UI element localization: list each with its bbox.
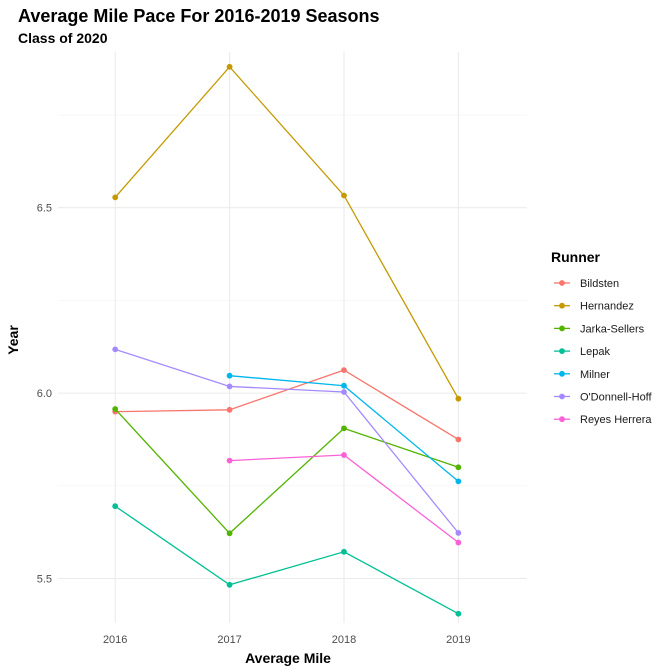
x-tick-label: 2019: [446, 634, 470, 646]
data-point: [341, 425, 347, 432]
legend-label: Jarka-Sellers: [580, 323, 645, 335]
legend: Runner Bildsten Hernandez Jarka-Sellers Lep…: [551, 249, 653, 426]
data-point: [455, 610, 462, 617]
series-line: [114, 65, 459, 399]
data-point: [226, 457, 233, 464]
data-point: [341, 192, 347, 199]
data-point: [226, 372, 233, 379]
data-point: [112, 194, 119, 201]
legend-label: Lepak: [580, 346, 610, 358]
legend-key-point: [559, 393, 565, 400]
legend-key-point: [559, 370, 565, 377]
data-point: [112, 503, 119, 510]
legend-label: Reyes Herrera: [580, 414, 652, 426]
data-point: [455, 464, 462, 471]
series-line: [114, 408, 459, 535]
legend-label: Hernandez: [580, 301, 634, 313]
data-point: [226, 406, 233, 413]
grid: [58, 52, 527, 623]
legend-key-point: [559, 325, 565, 332]
data-point: [226, 581, 233, 588]
data-point: [112, 346, 119, 353]
data-point: [341, 382, 347, 389]
data-point: [112, 406, 119, 412]
series-jarka-sellers: [112, 406, 462, 537]
data-point: [341, 367, 347, 374]
series-milner: [226, 372, 462, 485]
series-line: [114, 505, 459, 615]
data-point: [341, 452, 347, 458]
x-tick-label: 2016: [103, 634, 127, 646]
data-point: [455, 395, 462, 402]
legend-item: O'Donnell-Hoff: [554, 392, 653, 404]
x-axis-ticks: 2016 2017 2018 2019: [103, 634, 471, 646]
series-line: [115, 369, 459, 441]
legend-item: Hernandez: [554, 301, 634, 313]
y-axis-ticks: 5.5 6.0 6.5: [37, 203, 52, 586]
data-point: [455, 478, 462, 485]
chart-title: Average Mile Pace For 2016-2019 Seasons: [18, 6, 380, 26]
x-tick-label: 2018: [332, 634, 356, 646]
y-tick-label: 6.0: [37, 388, 52, 400]
y-axis-title: Year: [5, 325, 21, 355]
data-point: [341, 389, 347, 395]
series-hernandez: [112, 63, 462, 402]
chart-subtitle: Class of 2020: [18, 30, 108, 46]
legend-item: Jarka-Sellers: [554, 323, 645, 335]
legend-key-point: [559, 302, 565, 309]
data-point: [455, 530, 462, 536]
data-point: [226, 383, 233, 390]
data-point: [455, 436, 462, 443]
legend-key-point: [559, 348, 565, 354]
series-reyes-herrera: [226, 452, 462, 546]
legend-label: O'Donnell-Hoff: [580, 392, 653, 404]
legend-item: Reyes Herrera: [554, 414, 652, 426]
series-lepak: [112, 503, 462, 617]
legend-label: Milner: [580, 369, 610, 381]
data-point: [455, 539, 462, 546]
series-bildsten: [112, 367, 462, 443]
legend-key-point: [559, 280, 565, 286]
data-point: [341, 548, 347, 555]
legend-label: Bildsten: [580, 278, 619, 290]
series-line: [114, 348, 459, 534]
series-o-donnell-hoff: [112, 346, 462, 536]
data-point: [226, 530, 233, 537]
y-tick-label: 6.5: [37, 203, 52, 215]
x-tick-label: 2017: [217, 634, 241, 646]
y-tick-label: 5.5: [37, 574, 52, 586]
x-axis-title: Average Mile: [245, 650, 331, 666]
series-layer: [112, 63, 462, 617]
legend-title: Runner: [551, 249, 601, 265]
legend-item: Bildsten: [554, 278, 619, 290]
legend-item: Milner: [554, 369, 610, 381]
legend-item: Lepak: [554, 346, 610, 358]
data-point: [226, 63, 233, 70]
legend-key-point: [559, 416, 565, 423]
